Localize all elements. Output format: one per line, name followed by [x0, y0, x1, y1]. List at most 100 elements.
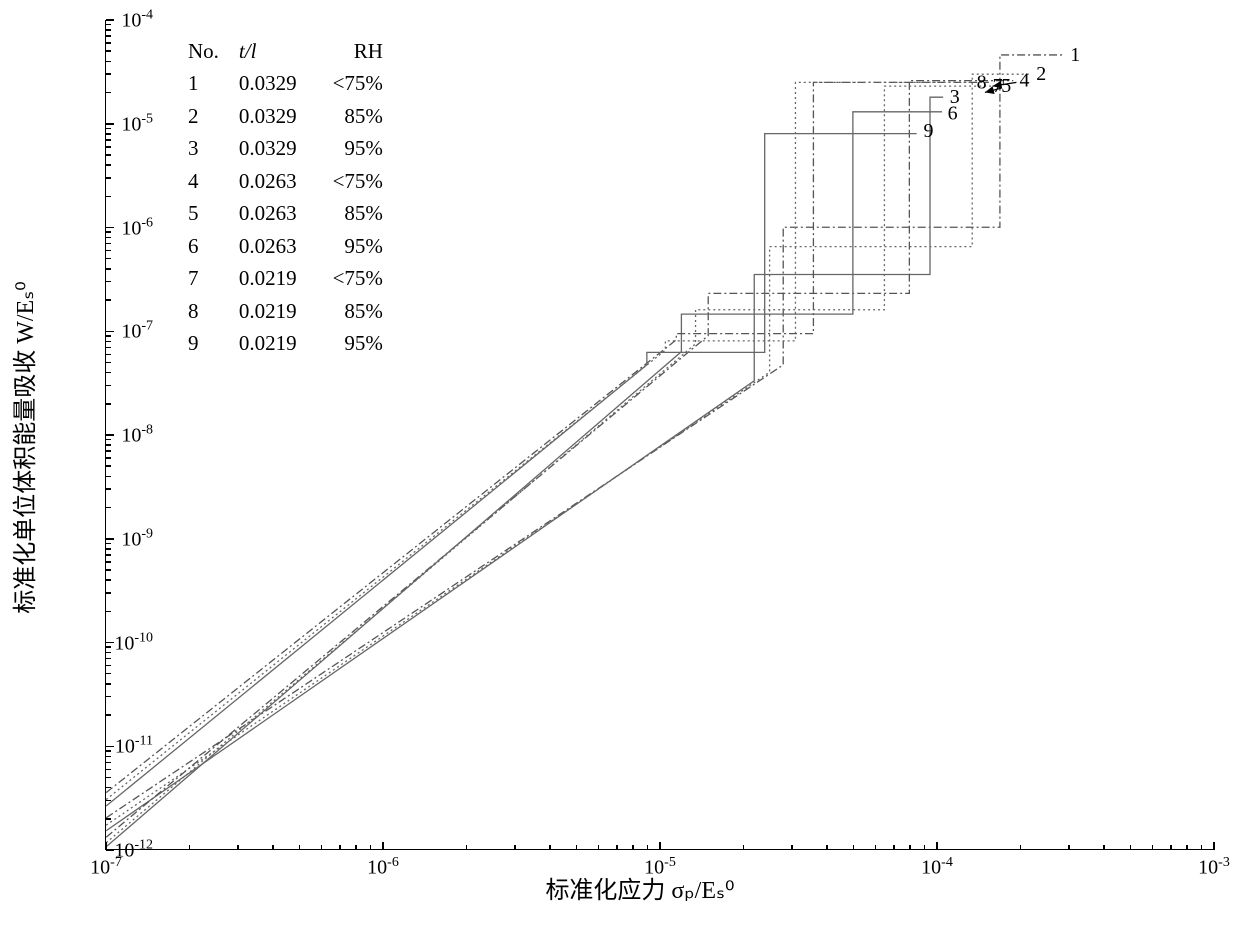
x-minor-tick	[853, 845, 855, 850]
y-minor-tick	[106, 683, 111, 685]
y-minor-tick	[106, 592, 111, 594]
x-minor-tick	[632, 845, 634, 850]
y-tick	[106, 434, 114, 436]
y-minor-tick	[106, 476, 111, 478]
chart-lines-svg: 123456789	[106, 20, 1213, 849]
x-minor-tick	[1068, 845, 1070, 850]
y-tick	[106, 227, 114, 229]
y-tick	[106, 19, 114, 21]
y-minor-tick	[106, 818, 111, 820]
y-minor-tick	[106, 61, 111, 63]
y-minor-tick	[106, 696, 111, 698]
y-minor-tick	[106, 450, 111, 452]
y-minor-tick	[106, 579, 111, 581]
y-minor-tick	[106, 335, 111, 337]
y-minor-tick	[106, 787, 111, 789]
x-minor-tick	[1130, 845, 1132, 850]
series-label-9: 9	[923, 120, 933, 142]
y-minor-tick	[106, 777, 111, 779]
x-tick	[1213, 842, 1215, 850]
y-minor-tick	[106, 439, 111, 441]
x-minor-tick	[237, 845, 239, 850]
x-minor-tick	[1020, 845, 1022, 850]
y-minor-tick	[106, 756, 111, 758]
y-minor-tick	[106, 133, 111, 135]
y-tick-label: 10-10	[114, 630, 153, 655]
series-label-4: 4	[1019, 70, 1029, 92]
y-minor-tick	[106, 128, 111, 130]
x-minor-tick	[576, 845, 578, 850]
y-minor-tick	[106, 769, 111, 771]
y-minor-tick	[106, 372, 111, 374]
y-tick-label: 10-4	[121, 8, 153, 33]
x-minor-tick	[1186, 845, 1188, 850]
x-minor-tick	[1103, 845, 1105, 850]
y-minor-tick	[106, 354, 111, 356]
x-tick-label: 10-6	[367, 855, 399, 880]
y-minor-tick	[106, 258, 111, 260]
plot-area: No. t/l RH 10.0329<75% 20.032985% 30.032…	[105, 20, 1213, 850]
x-minor-tick	[1201, 845, 1203, 850]
x-tick	[659, 842, 661, 850]
y-minor-tick	[106, 92, 111, 94]
x-minor-tick	[299, 845, 301, 850]
y-minor-tick	[106, 35, 111, 37]
y-minor-tick	[106, 750, 111, 752]
x-minor-tick	[826, 845, 828, 850]
y-minor-tick	[106, 403, 111, 405]
y-minor-tick	[106, 800, 111, 802]
y-minor-tick	[106, 250, 111, 252]
y-tick	[106, 538, 114, 540]
y-tick	[106, 849, 114, 851]
x-minor-tick	[647, 845, 649, 850]
x-minor-tick	[893, 845, 895, 850]
y-minor-tick	[106, 50, 111, 52]
y-minor-tick	[106, 347, 111, 349]
y-minor-tick	[106, 177, 111, 179]
y-minor-tick	[106, 488, 111, 490]
x-tick	[936, 842, 938, 850]
y-minor-tick	[106, 154, 111, 156]
y-minor-tick	[106, 762, 111, 764]
y-minor-tick	[106, 42, 111, 44]
y-minor-tick	[106, 561, 111, 563]
y-minor-tick	[106, 554, 111, 556]
series-label-5: 5	[1001, 75, 1011, 97]
y-tick-label: 10-9	[121, 526, 153, 551]
x-minor-tick	[791, 845, 793, 850]
x-minor-tick	[321, 845, 323, 850]
x-minor-tick	[370, 845, 372, 850]
x-minor-tick	[466, 845, 468, 850]
y-minor-tick	[106, 73, 111, 75]
y-minor-tick	[106, 164, 111, 166]
x-minor-tick	[514, 845, 516, 850]
x-tick-label: 10-7	[90, 855, 122, 880]
y-tick	[106, 642, 114, 644]
y-minor-tick	[106, 237, 111, 239]
x-minor-tick	[339, 845, 341, 850]
y-minor-tick	[106, 24, 111, 26]
x-tick-label: 10-4	[921, 855, 953, 880]
series-label-6: 6	[948, 103, 958, 125]
x-minor-tick	[909, 845, 911, 850]
y-minor-tick	[106, 543, 111, 545]
y-minor-tick	[106, 611, 111, 613]
y-minor-tick	[106, 243, 111, 245]
x-minor-tick	[875, 845, 877, 850]
x-minor-tick	[924, 845, 926, 850]
y-minor-tick	[106, 714, 111, 716]
x-minor-tick	[272, 845, 274, 850]
y-minor-tick	[106, 569, 111, 571]
y-minor-tick	[106, 457, 111, 459]
series-line-7	[106, 82, 989, 792]
y-minor-tick	[106, 299, 111, 301]
y-minor-tick	[106, 362, 111, 364]
y-minor-tick	[106, 29, 111, 31]
y-minor-tick	[106, 652, 111, 654]
y-axis-label: 标准化单位体积能量吸收 W/Eₛ⁰	[5, 281, 40, 614]
y-tick-label: 10-11	[115, 734, 153, 759]
x-minor-tick	[355, 845, 357, 850]
x-tick	[105, 842, 107, 850]
y-minor-tick	[106, 444, 111, 446]
x-axis-label: 标准化应力 σₚ/Eₛ⁰	[545, 870, 734, 905]
